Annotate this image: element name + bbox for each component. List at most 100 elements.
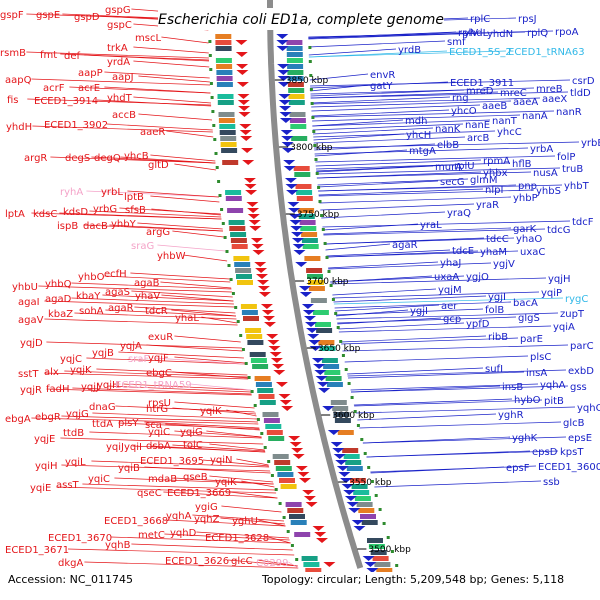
gene-label-left: agaV	[18, 315, 44, 326]
tick-mark	[308, 46, 312, 49]
feature-block-left	[280, 484, 297, 489]
callout-line	[370, 465, 537, 473]
gene-arrow-right	[318, 388, 331, 393]
gene-arrow-right	[285, 184, 298, 189]
gene-label-right: ribB	[488, 332, 508, 343]
gene-label-right: kpsT	[560, 447, 584, 458]
gene-arrow-right	[302, 310, 315, 315]
gene-label-left: yqiK	[200, 406, 222, 417]
feature-block-right	[288, 100, 305, 105]
gene-arrow-left	[237, 94, 250, 99]
gene-arrow-left	[278, 394, 291, 399]
tick-mark	[227, 264, 231, 267]
feature-block-right	[310, 298, 327, 303]
callout-line	[312, 119, 491, 127]
feature-block-left	[227, 208, 244, 213]
kbp-tick-label: 3850 kbp	[286, 76, 329, 86]
gene-arrow-right	[308, 340, 321, 345]
gene-arrow-left	[256, 274, 268, 279]
gene-arrow-right	[362, 556, 375, 561]
callout-line	[316, 164, 453, 172]
tick-mark	[318, 200, 322, 203]
feature-block-left	[217, 94, 234, 99]
gene-label-right: gatY	[370, 81, 393, 92]
feature-block-left	[235, 268, 252, 273]
feature-block-right	[293, 166, 310, 171]
feature-block-left	[277, 472, 294, 477]
gene-label-left: yqhA	[166, 511, 192, 522]
gene-label-left: dsbA	[146, 441, 171, 452]
gene-label-right: rpmA	[483, 156, 510, 167]
feature-block-right	[350, 478, 366, 483]
gene-label-right: parC	[570, 341, 594, 352]
gene-arrow-right	[290, 226, 303, 231]
feature-block-left	[249, 352, 266, 357]
callout-line	[67, 548, 295, 556]
gene-arrow-left	[247, 214, 260, 219]
gene-label-left: kbaY	[76, 291, 101, 302]
gene-label-right: epsD	[532, 447, 558, 458]
gene-arrow-right	[292, 244, 305, 249]
gene-label-right: ypfD	[466, 319, 490, 330]
feature-block-right	[301, 232, 318, 237]
feature-block-left	[257, 388, 274, 393]
gene-label-left: ebgR	[35, 412, 61, 423]
callout-line	[27, 98, 212, 106]
gene-arrow-right	[281, 142, 294, 147]
gene-label-left: ygiG	[195, 502, 218, 513]
tick-mark	[218, 194, 222, 197]
tick-mark	[267, 460, 271, 463]
feature-block-right	[343, 454, 360, 459]
feature-block-left	[275, 466, 292, 471]
feature-block-right	[360, 514, 376, 519]
callout-line	[61, 415, 258, 423]
gene-arrow-left	[237, 100, 250, 105]
callout-line	[328, 262, 492, 270]
gene-label-right: gcp	[443, 314, 461, 325]
gene-label-left: ebgC	[146, 368, 172, 379]
gene-arrow-right	[336, 466, 349, 471]
gene-arrow-right	[301, 304, 314, 309]
gene-label-right: rplV	[458, 28, 478, 39]
gene-label-right: yqhA	[540, 380, 566, 391]
gene-label-right: yhbP	[513, 193, 538, 204]
gene-label-right: yhaJ	[440, 258, 461, 269]
feature-block-right	[301, 238, 318, 243]
feature-block-right	[287, 76, 304, 81]
callout-line	[335, 308, 484, 316]
gene-label-right: ECED1_3600	[538, 462, 600, 473]
callout-line	[201, 316, 238, 324]
callout-line	[110, 536, 291, 544]
gene-label-right: yhbS	[536, 186, 561, 197]
callout-line	[114, 477, 274, 485]
gene-arrow-left	[268, 346, 281, 351]
callout-line	[31, 78, 211, 86]
feature-block-left	[215, 40, 232, 45]
gene-arrow-left	[312, 526, 325, 531]
callout-line	[236, 458, 269, 466]
gene-arrow-left	[279, 400, 292, 405]
callout-line	[311, 110, 555, 118]
callout-line	[96, 368, 248, 376]
gene-arrow-right	[287, 202, 300, 207]
tick-mark	[350, 396, 354, 399]
callout-line	[310, 96, 451, 104]
callout-line	[318, 184, 563, 192]
callout-line	[229, 491, 278, 499]
callout-line	[144, 421, 260, 429]
gene-label-right: yhbx	[483, 168, 508, 179]
feature-block-right	[374, 562, 391, 567]
kbp-tick-label: 3650 kbp	[318, 344, 361, 354]
gene-label-left: yqiC	[148, 427, 170, 438]
callout-line	[288, 561, 299, 569]
feature-block-left	[234, 262, 251, 267]
feature-block-right	[300, 226, 317, 231]
tick-mark	[286, 530, 290, 533]
gene-label-left: trkA	[107, 43, 128, 54]
gene-arrow-left	[243, 178, 256, 183]
gene-label-right: yrbB	[581, 138, 600, 149]
callout-line	[354, 399, 543, 407]
tick-mark	[278, 502, 282, 505]
feature-block-right	[361, 520, 378, 525]
callout-line	[86, 357, 246, 365]
